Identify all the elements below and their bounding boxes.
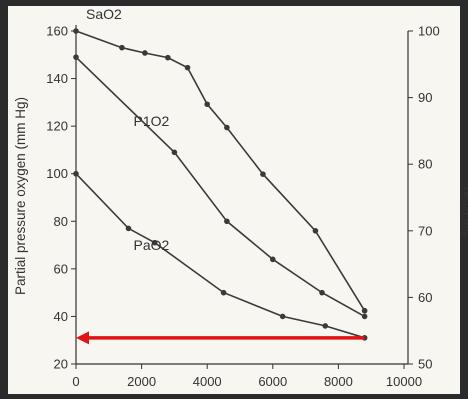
data-point-sao2 (165, 54, 171, 61)
data-point-pao2 (220, 289, 227, 296)
y-tick-label-right: 60 (418, 290, 432, 305)
annotation-arrow-head (76, 331, 89, 345)
y-tick-label-left: 140 (46, 71, 68, 86)
y-tick-label-right: 80 (418, 157, 432, 172)
series-label-sao2: SaO2 (86, 6, 122, 22)
y-tick-label-left: 160 (46, 24, 68, 39)
y-tick-label-left: 100 (46, 166, 68, 181)
y-tick-label-right: 70 (418, 223, 432, 238)
axes-layer: 0 2000 4000 6000 8000 10000 20 40 60 80 100 120 140 1… (46, 24, 439, 390)
data-point-sao2 (204, 101, 210, 108)
data-point-pao2 (322, 323, 329, 329)
y-tick-label-left: 60 (54, 261, 68, 276)
series-label-pao2: PaO2 (134, 237, 170, 253)
labels-layer: Partial pressure oxygen (mm Hg) SaO2(%) (13, 97, 468, 295)
data-point-p1o2 (171, 149, 178, 156)
y-tick-label-right: 100 (418, 24, 440, 39)
data-point-p1o2 (270, 256, 276, 263)
x-tick-label: 4000 (193, 374, 222, 389)
series-label-p1o2: P1O2 (134, 113, 170, 129)
x-tick-label: 0 (72, 374, 79, 389)
data-point-sao2 (142, 50, 148, 56)
data-point-sao2 (184, 64, 191, 71)
data-point-sao2 (260, 171, 266, 177)
y-tick-label-right: 50 (418, 357, 432, 372)
data-point-p1o2 (361, 313, 368, 320)
data-point-sao2 (361, 307, 368, 314)
data-point-p1o2 (73, 54, 79, 60)
series-layer: SaO2 P1O2 PaO2 (73, 6, 368, 345)
y-tick-label-left: 40 (54, 309, 68, 324)
y-axis-label-left: Partial pressure oxygen (mm Hg) (13, 97, 28, 295)
data-point-pao2 (125, 225, 132, 232)
series-line-p1o2 (75, 56, 365, 318)
series-line-sao2 (75, 30, 366, 312)
chart-background (8, 6, 460, 394)
y-tick-label-left: 20 (54, 357, 68, 372)
y-tick-label-right: 90 (418, 90, 432, 105)
data-point-sao2 (119, 44, 125, 51)
y-axis-label-right: SaO2(%) (459, 187, 468, 236)
data-point-pao2 (279, 313, 286, 320)
data-point-pao2 (73, 170, 79, 177)
x-tick-label: 10000 (386, 374, 422, 389)
y-tick-label-left: 80 (54, 214, 68, 229)
y-tick-label-left: 120 (46, 119, 68, 134)
data-point-p1o2 (319, 289, 325, 296)
data-point-pao2 (151, 239, 158, 246)
data-point-sao2 (73, 28, 79, 34)
x-tick-label: 6000 (258, 374, 287, 389)
data-point-sao2 (224, 124, 230, 131)
x-tick-label: 8000 (324, 374, 353, 389)
x-tick-label: 2000 (127, 374, 156, 389)
data-point-p1o2 (224, 218, 230, 225)
data-point-sao2 (312, 228, 319, 234)
